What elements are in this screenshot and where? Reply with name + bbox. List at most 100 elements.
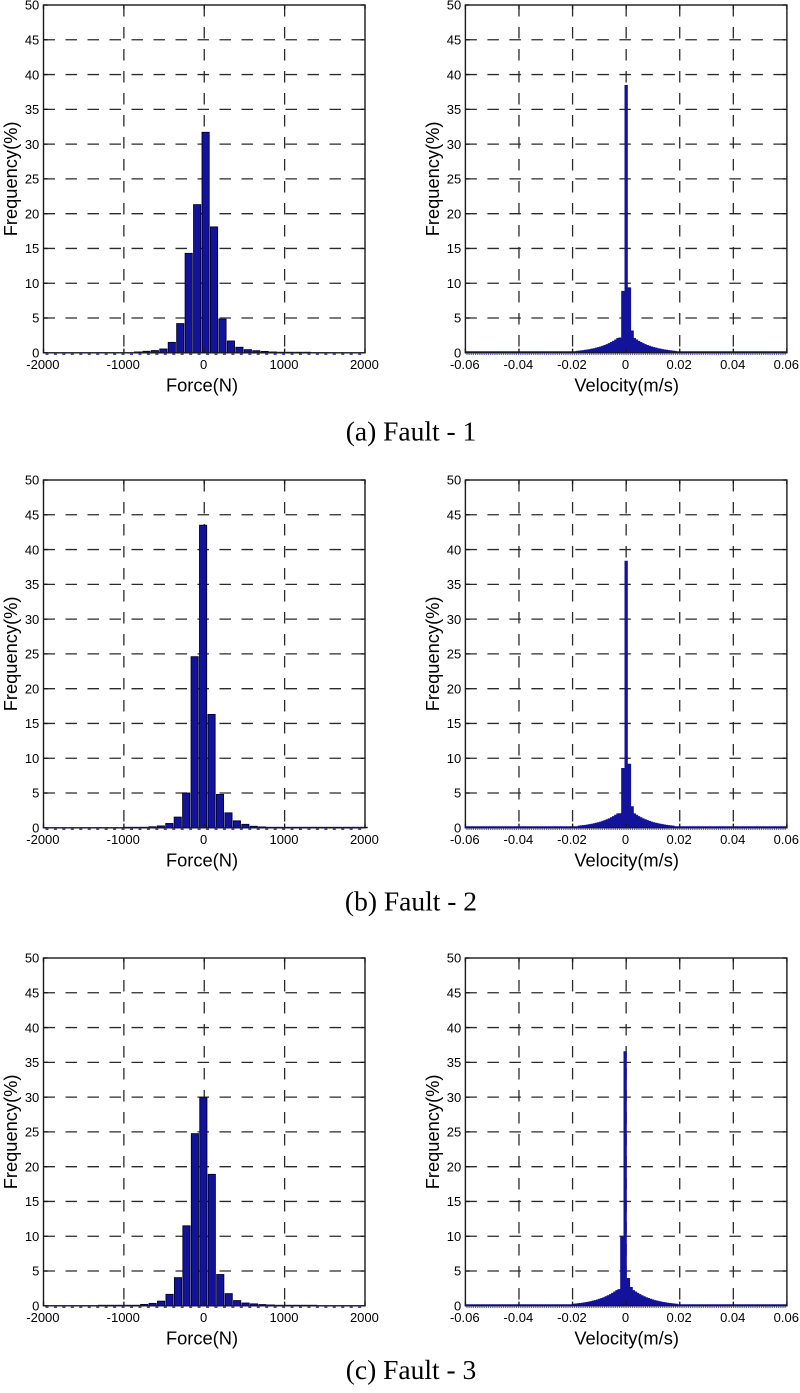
svg-text:30: 30	[447, 137, 461, 152]
svg-text:10: 10	[25, 276, 39, 291]
svg-text:15: 15	[25, 241, 39, 256]
svg-text:-2000: -2000	[26, 357, 59, 372]
svg-text:45: 45	[25, 507, 39, 522]
svg-text:-2000: -2000	[26, 1310, 59, 1325]
svg-text:20: 20	[25, 1159, 39, 1174]
svg-text:15: 15	[25, 1194, 39, 1209]
svg-text:35: 35	[25, 102, 39, 117]
svg-text:0.04: 0.04	[720, 1310, 745, 1325]
svg-text:Velocity(m/s): Velocity(m/s)	[574, 1327, 679, 1348]
svg-text:Frequency(%): Frequency(%)	[422, 121, 443, 236]
svg-text:0: 0	[32, 346, 39, 361]
svg-text:(b) Fault - 2: (b) Fault - 2	[345, 886, 477, 917]
svg-text:-1000: -1000	[107, 832, 140, 847]
svg-text:Velocity(m/s): Velocity(m/s)	[574, 374, 679, 395]
svg-text:-0.02: -0.02	[557, 1310, 587, 1325]
svg-text:5: 5	[32, 1264, 39, 1279]
svg-text:25: 25	[447, 647, 461, 662]
svg-text:Velocity(m/s): Velocity(m/s)	[574, 849, 679, 870]
svg-text:2000: 2000	[350, 357, 379, 372]
svg-text:0: 0	[454, 346, 461, 361]
svg-text:-0.04: -0.04	[504, 1310, 534, 1325]
svg-text:25: 25	[25, 647, 39, 662]
svg-text:10: 10	[447, 1229, 461, 1244]
svg-text:-0.02: -0.02	[557, 832, 587, 847]
svg-text:0: 0	[454, 1299, 461, 1314]
svg-text:Frequency(%): Frequency(%)	[0, 121, 21, 236]
svg-text:15: 15	[447, 716, 461, 731]
svg-text:Force(N): Force(N)	[166, 849, 238, 870]
svg-text:(a) Fault - 1: (a) Fault - 1	[346, 415, 477, 446]
svg-text:0: 0	[32, 821, 39, 836]
svg-text:5: 5	[32, 786, 39, 801]
svg-text:10: 10	[447, 276, 461, 291]
svg-text:35: 35	[447, 102, 461, 117]
svg-text:20: 20	[25, 681, 39, 696]
svg-text:1000: 1000	[270, 832, 299, 847]
svg-text:45: 45	[447, 985, 461, 1000]
svg-text:5: 5	[32, 311, 39, 326]
svg-text:0.02: 0.02	[666, 1310, 691, 1325]
svg-text:35: 35	[447, 1055, 461, 1070]
svg-text:0: 0	[200, 1310, 207, 1325]
svg-text:0: 0	[200, 357, 207, 372]
svg-text:0: 0	[200, 832, 207, 847]
svg-text:-1000: -1000	[107, 357, 140, 372]
svg-text:0: 0	[454, 821, 461, 836]
svg-text:45: 45	[25, 32, 39, 47]
svg-text:50: 50	[447, 0, 461, 13]
svg-text:-2000: -2000	[26, 832, 59, 847]
svg-text:40: 40	[25, 542, 39, 557]
svg-text:10: 10	[447, 751, 461, 766]
svg-text:20: 20	[447, 206, 461, 221]
svg-text:5: 5	[454, 311, 461, 326]
svg-text:-0.02: -0.02	[557, 357, 587, 372]
svg-text:(c) Fault - 3: (c) Fault - 3	[346, 1354, 477, 1385]
svg-text:35: 35	[447, 577, 461, 592]
svg-text:20: 20	[25, 206, 39, 221]
svg-text:1000: 1000	[270, 1310, 299, 1325]
svg-text:20: 20	[447, 681, 461, 696]
svg-text:5: 5	[454, 1264, 461, 1279]
svg-text:-0.06: -0.06	[450, 832, 480, 847]
svg-text:15: 15	[447, 241, 461, 256]
svg-text:50: 50	[25, 473, 39, 488]
svg-text:15: 15	[25, 716, 39, 731]
svg-text:30: 30	[25, 137, 39, 152]
svg-text:25: 25	[447, 172, 461, 187]
svg-text:25: 25	[25, 172, 39, 187]
svg-text:45: 45	[447, 507, 461, 522]
svg-text:0.02: 0.02	[666, 357, 691, 372]
svg-text:0.02: 0.02	[666, 832, 691, 847]
svg-text:5: 5	[454, 786, 461, 801]
svg-text:2000: 2000	[350, 1310, 379, 1325]
svg-text:1000: 1000	[270, 357, 299, 372]
svg-text:25: 25	[447, 1125, 461, 1140]
svg-text:Frequency(%): Frequency(%)	[0, 596, 21, 711]
svg-text:-0.06: -0.06	[450, 357, 480, 372]
svg-text:30: 30	[447, 1090, 461, 1105]
svg-text:40: 40	[447, 1020, 461, 1035]
svg-text:20: 20	[447, 1159, 461, 1174]
svg-text:Force(N): Force(N)	[166, 1327, 238, 1348]
svg-text:0: 0	[622, 1310, 629, 1325]
svg-text:30: 30	[25, 1090, 39, 1105]
svg-text:0: 0	[622, 357, 629, 372]
svg-text:45: 45	[25, 985, 39, 1000]
svg-text:25: 25	[25, 1125, 39, 1140]
svg-text:10: 10	[25, 751, 39, 766]
svg-text:50: 50	[447, 951, 461, 966]
svg-text:40: 40	[25, 67, 39, 82]
svg-text:Frequency(%): Frequency(%)	[422, 1074, 443, 1189]
svg-text:50: 50	[25, 951, 39, 966]
svg-text:40: 40	[447, 67, 461, 82]
svg-text:-1000: -1000	[107, 1310, 140, 1325]
svg-text:40: 40	[25, 1020, 39, 1035]
svg-text:0.06: 0.06	[774, 1310, 799, 1325]
svg-text:50: 50	[25, 0, 39, 13]
svg-text:0.06: 0.06	[774, 357, 799, 372]
svg-text:0: 0	[32, 1299, 39, 1314]
svg-text:2000: 2000	[350, 832, 379, 847]
svg-text:15: 15	[447, 1194, 461, 1209]
svg-text:35: 35	[25, 1055, 39, 1070]
